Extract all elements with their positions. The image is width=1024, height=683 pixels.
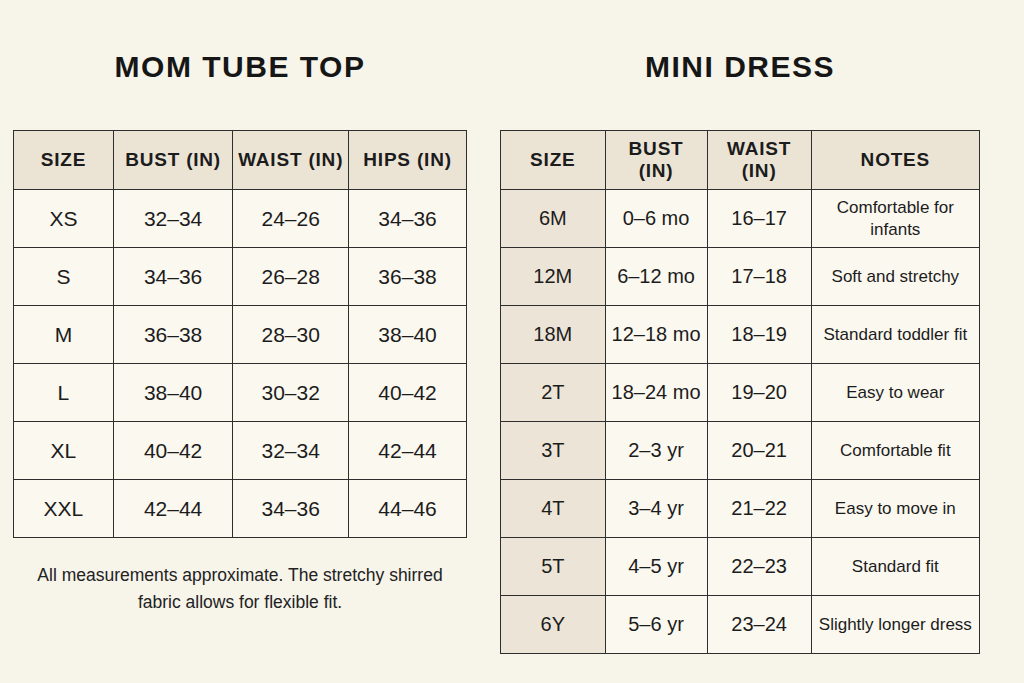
value-cell: Slightly longer dress	[811, 596, 979, 654]
value-cell: 44–46	[349, 480, 467, 538]
column-header: WAIST (IN)	[233, 131, 349, 190]
size-cell: S	[14, 248, 114, 306]
size-cell: 4T	[501, 480, 606, 538]
value-cell: 12–18 mo	[605, 306, 707, 364]
value-cell: 36–38	[113, 306, 233, 364]
value-cell: 19–20	[707, 364, 811, 422]
mom-tube-top-title: MOM TUBE TOP	[13, 48, 467, 86]
value-cell: Standard toddler fit	[811, 306, 979, 364]
size-cell: 18M	[501, 306, 606, 364]
value-cell: Soft and stretchy	[811, 248, 979, 306]
value-cell: 6–12 mo	[605, 248, 707, 306]
value-cell: 18–19	[707, 306, 811, 364]
mini-dress-panel: MINI DRESS SIZEBUST (IN)WAIST (IN)NOTES6…	[500, 0, 980, 654]
column-header: BUST (IN)	[113, 131, 233, 190]
value-cell: 24–26	[233, 190, 349, 248]
size-cell: 6Y	[501, 596, 606, 654]
value-cell: 36–38	[349, 248, 467, 306]
value-cell: 5–6 yr	[605, 596, 707, 654]
value-cell: 40–42	[113, 422, 233, 480]
value-cell: Comfortable for infants	[811, 190, 979, 248]
table-row: L38–4030–3240–42	[14, 364, 467, 422]
column-header: NOTES	[811, 131, 979, 190]
value-cell: 20–21	[707, 422, 811, 480]
table-row: 6M0–6 mo16–17Comfortable for infants	[501, 190, 980, 248]
value-cell: Easy to wear	[811, 364, 979, 422]
value-cell: 3–4 yr	[605, 480, 707, 538]
chart-columns: MOM TUBE TOP SIZEBUST (IN)WAIST (IN)HIPS…	[0, 0, 1024, 654]
size-cell: 5T	[501, 538, 606, 596]
value-cell: Easy to move in	[811, 480, 979, 538]
table-row: 4T3–4 yr21–22Easy to move in	[501, 480, 980, 538]
value-cell: 30–32	[233, 364, 349, 422]
table-row: S34–3626–2836–38	[14, 248, 467, 306]
column-header: SIZE	[501, 131, 606, 190]
size-cell: 2T	[501, 364, 606, 422]
column-header: HIPS (IN)	[349, 131, 467, 190]
table-row: 18M12–18 mo18–19Standard toddler fit	[501, 306, 980, 364]
mini-dress-title: MINI DRESS	[500, 48, 980, 86]
size-cell: M	[14, 306, 114, 364]
size-cell: XXL	[14, 480, 114, 538]
size-cell: 6M	[501, 190, 606, 248]
value-cell: 34–36	[113, 248, 233, 306]
table-row: 2T18–24 mo19–20Easy to wear	[501, 364, 980, 422]
table-row: 3T2–3 yr20–21Comfortable fit	[501, 422, 980, 480]
table-row: M36–3828–3038–40	[14, 306, 467, 364]
value-cell: 38–40	[349, 306, 467, 364]
value-cell: 42–44	[113, 480, 233, 538]
value-cell: 18–24 mo	[605, 364, 707, 422]
value-cell: 42–44	[349, 422, 467, 480]
table-row: XXL42–4434–3644–46	[14, 480, 467, 538]
mom-tube-top-panel: MOM TUBE TOP SIZEBUST (IN)WAIST (IN)HIPS…	[13, 0, 467, 654]
value-cell: 34–36	[349, 190, 467, 248]
value-cell: 32–34	[113, 190, 233, 248]
table-row: XL40–4232–3442–44	[14, 422, 467, 480]
value-cell: 16–17	[707, 190, 811, 248]
value-cell: 32–34	[233, 422, 349, 480]
value-cell: 34–36	[233, 480, 349, 538]
column-header: SIZE	[14, 131, 114, 190]
mom-tube-top-size-table: SIZEBUST (IN)WAIST (IN)HIPS (IN)XS32–342…	[13, 130, 467, 538]
value-cell: 21–22	[707, 480, 811, 538]
column-header: BUST (IN)	[605, 131, 707, 190]
table-row: 6Y5–6 yr23–24Slightly longer dress	[501, 596, 980, 654]
value-cell: 4–5 yr	[605, 538, 707, 596]
size-chart-page: MOM TUBE TOP SIZEBUST (IN)WAIST (IN)HIPS…	[0, 0, 1024, 683]
size-cell: L	[14, 364, 114, 422]
table-row: XS32–3424–2634–36	[14, 190, 467, 248]
table-row: 5T4–5 yr22–23Standard fit	[501, 538, 980, 596]
value-cell: Standard fit	[811, 538, 979, 596]
size-cell: XS	[14, 190, 114, 248]
size-cell: XL	[14, 422, 114, 480]
value-cell: 40–42	[349, 364, 467, 422]
measurements-footnote: All measurements approximate. The stretc…	[25, 562, 455, 616]
value-cell: 38–40	[113, 364, 233, 422]
value-cell: 2–3 yr	[605, 422, 707, 480]
value-cell: 28–30	[233, 306, 349, 364]
size-cell: 12M	[501, 248, 606, 306]
size-cell: 3T	[501, 422, 606, 480]
table-row: 12M6–12 mo17–18Soft and stretchy	[501, 248, 980, 306]
header-row: SIZEBUST (IN)WAIST (IN)NOTES	[501, 131, 980, 190]
column-header: WAIST (IN)	[707, 131, 811, 190]
header-row: SIZEBUST (IN)WAIST (IN)HIPS (IN)	[14, 131, 467, 190]
value-cell: Comfortable fit	[811, 422, 979, 480]
value-cell: 22–23	[707, 538, 811, 596]
value-cell: 0–6 mo	[605, 190, 707, 248]
value-cell: 26–28	[233, 248, 349, 306]
value-cell: 17–18	[707, 248, 811, 306]
mini-dress-size-table: SIZEBUST (IN)WAIST (IN)NOTES6M0–6 mo16–1…	[500, 130, 980, 654]
value-cell: 23–24	[707, 596, 811, 654]
